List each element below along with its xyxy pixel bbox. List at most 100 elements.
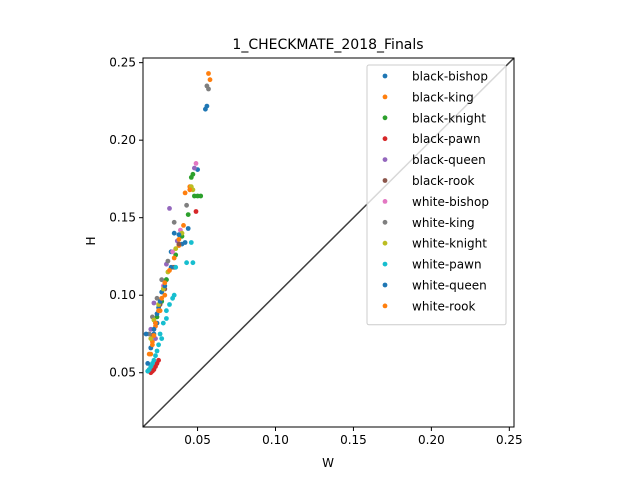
- point-white-king-1: [206, 86, 211, 92]
- point-white-king-6: [154, 295, 160, 301]
- y-axis: 0.05 0.10 0.15 0.20 0.25: [109, 56, 143, 380]
- legend-entry-black-knight: black-knight: [382, 111, 486, 125]
- legend-entry-white-queen: white-queen: [382, 279, 487, 293]
- point-white-pawn-3: [173, 264, 179, 270]
- legend-marker: [382, 240, 388, 246]
- y-tick-label: 0.20: [109, 133, 136, 147]
- legend-entries: black-bishop black-king black-knight black-…: [382, 70, 489, 313]
- point-black-king-0: [206, 71, 211, 76]
- legend-entry-black-king: black-king: [382, 90, 474, 104]
- point-white-pawn-18: [164, 316, 169, 321]
- legend-label: white-queen: [412, 279, 487, 293]
- point-white-rook-3: [171, 255, 177, 261]
- point-white-rook-10: [150, 342, 155, 348]
- point-black-knight-3: [198, 193, 204, 199]
- y-tick-label: 0.05: [109, 366, 136, 380]
- point-white-king-3: [171, 219, 177, 225]
- point-black-queen-0: [192, 165, 197, 171]
- point-white-pawn-11: [154, 348, 160, 354]
- y-tick-label: 0.15: [109, 211, 136, 225]
- legend-label: black-queen: [412, 153, 486, 167]
- legend-label: black-bishop: [412, 70, 488, 84]
- point-black-pawn-0: [193, 209, 199, 214]
- y-tick-label: 0.10: [109, 288, 136, 302]
- point-black-knight-1: [188, 175, 194, 180]
- point-black-pawn-7: [154, 361, 160, 366]
- point-white-rook-1: [181, 223, 186, 228]
- legend-entry-white-rook: white-rook: [382, 299, 476, 313]
- legend-marker: [382, 219, 388, 225]
- point-white-rook-8: [153, 320, 158, 326]
- legend-label: black-king: [412, 90, 474, 104]
- point-white-queen-0: [185, 226, 191, 231]
- point-black-knight-5: [185, 212, 191, 218]
- x-tick-label: 0.20: [418, 433, 445, 447]
- legend-marker: [382, 261, 388, 267]
- point-white-bishop-0: [193, 161, 199, 166]
- legend-entry-white-pawn: white-pawn: [382, 258, 482, 272]
- legend-marker: [382, 199, 388, 204]
- legend-label: black-rook: [412, 174, 475, 188]
- legend-label: white-knight: [412, 237, 487, 251]
- point-black-rook-0: [176, 241, 182, 247]
- axes-border: [142, 57, 515, 428]
- point-white-rook-7: [156, 308, 162, 314]
- point-white-queen-2: [182, 240, 188, 245]
- legend-entry-black-pawn: black-pawn: [382, 132, 481, 146]
- point-white-rook-5: [162, 280, 168, 286]
- x-axis: 0.05 0.10 0.15 0.20 0.25: [184, 427, 523, 447]
- legend-marker: [382, 178, 388, 183]
- point-white-pawn-17: [145, 368, 151, 374]
- legend-marker: [382, 303, 388, 309]
- point-white-pawn-7: [160, 320, 166, 326]
- legend-marker: [382, 282, 388, 288]
- legend-marker: [382, 136, 388, 142]
- x-tick-label: 0.05: [184, 433, 211, 447]
- legend-entry-black-bishop: black-bishop: [382, 70, 488, 84]
- point-white-bishop-2: [170, 249, 176, 255]
- point-black-bishop-1: [203, 106, 208, 112]
- point-white-pawn-5: [170, 295, 176, 301]
- point-white-queen-10: [145, 361, 151, 366]
- point-black-queen-4: [151, 300, 157, 306]
- point-white-rook-2: [176, 237, 182, 242]
- legend-label: white-rook: [412, 299, 476, 313]
- legend-marker: [382, 115, 388, 121]
- x-axis-label: W: [322, 456, 334, 470]
- point-white-pawn-9: [159, 336, 165, 341]
- point-black-king-1: [207, 77, 213, 83]
- point-black-bishop-3: [171, 230, 177, 236]
- point-white-pawn-8: [157, 331, 163, 337]
- point-white-queen-7: [151, 326, 157, 332]
- point-white-queen-8: [143, 331, 149, 337]
- point-white-pawn-19: [167, 302, 172, 307]
- point-white-king-5: [159, 277, 165, 283]
- point-black-queen-1: [167, 206, 172, 211]
- point-black-knight-4: [192, 193, 197, 199]
- point-white-pawn-0: [188, 240, 194, 245]
- series-white-rook: [148, 187, 193, 357]
- point-white-knight-3: [173, 246, 179, 252]
- x-tick-label: 0.10: [262, 433, 289, 447]
- point-white-knight-8: [148, 336, 154, 341]
- legend-label: white-bishop: [412, 195, 489, 209]
- point-white-rook-9: [151, 333, 157, 338]
- legend-marker: [382, 94, 388, 100]
- point-black-king-6: [162, 292, 168, 298]
- point-white-pawn-1: [190, 260, 196, 266]
- legend-label: white-king: [412, 216, 475, 230]
- legend-entry-white-king: white-king: [382, 216, 475, 230]
- legend-label: black-knight: [412, 111, 486, 125]
- legend: black-bishop black-king black-knight black-…: [366, 64, 507, 326]
- point-white-rook-11: [148, 351, 154, 357]
- point-white-rook-0: [187, 187, 193, 193]
- legend-entry-black-queen: black-queen: [382, 153, 486, 167]
- series-white-queen: [143, 226, 191, 366]
- x-tick-label: 0.15: [340, 433, 367, 447]
- point-white-king-2: [184, 202, 190, 208]
- legend-label: black-pawn: [412, 132, 481, 146]
- legend-entry-white-bishop: white-bishop: [382, 195, 489, 209]
- legend-box: [366, 64, 507, 326]
- point-black-king-3: [182, 190, 188, 196]
